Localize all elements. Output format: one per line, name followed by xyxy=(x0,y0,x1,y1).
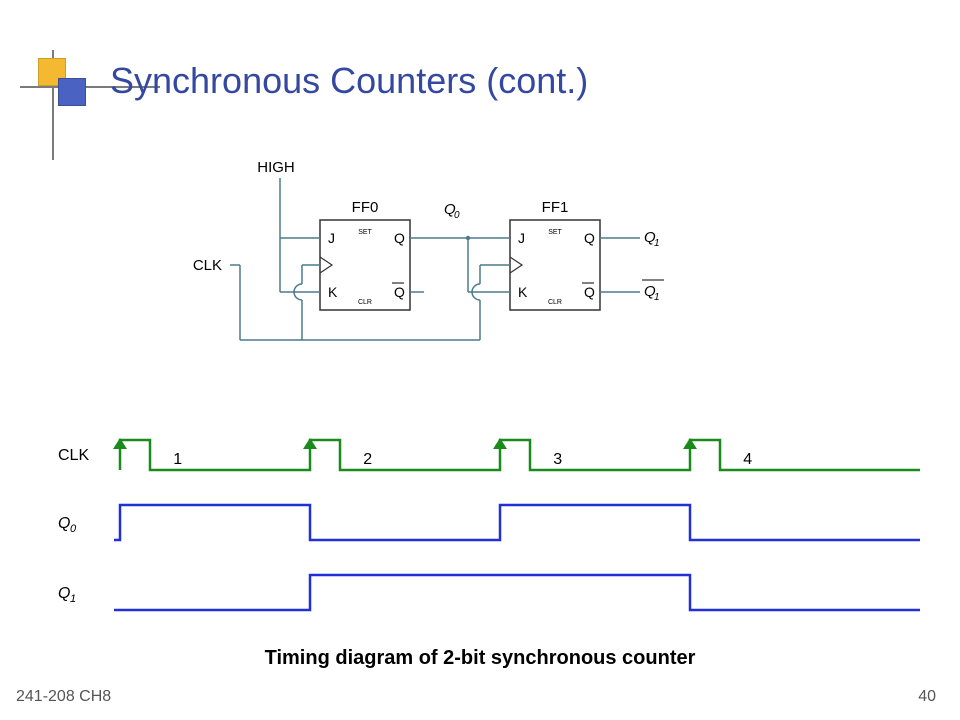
timing-diagram: CLKQ0Q11234 xyxy=(0,0,960,720)
svg-text:Q: Q xyxy=(58,585,70,602)
svg-text:1: 1 xyxy=(70,593,76,605)
footer-page-number: 40 xyxy=(918,688,936,706)
svg-text:CLK: CLK xyxy=(58,447,89,464)
svg-text:4: 4 xyxy=(743,451,752,468)
svg-text:3: 3 xyxy=(553,451,562,468)
svg-text:Q: Q xyxy=(58,515,70,532)
footer-course-code: 241-208 CH8 xyxy=(16,688,111,706)
svg-text:0: 0 xyxy=(70,523,77,535)
diagram-caption: Timing diagram of 2-bit synchronous coun… xyxy=(0,647,960,670)
svg-text:2: 2 xyxy=(363,451,372,468)
svg-text:1: 1 xyxy=(173,451,182,468)
